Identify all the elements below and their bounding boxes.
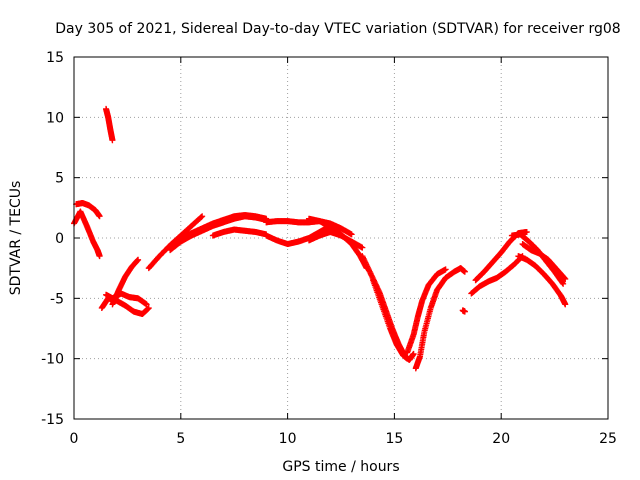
series-sat-t: [468, 253, 526, 297]
data-point: [143, 301, 150, 308]
x-axis-label: GPS time / hours: [282, 459, 399, 475]
grid-lines: [74, 57, 608, 419]
x-tick-label: 20: [492, 431, 510, 447]
x-tick-label: 10: [279, 431, 297, 447]
data-point: [359, 244, 366, 251]
series-sat-f: [109, 256, 142, 308]
data-point: [562, 276, 569, 283]
y-tick-label: 15: [46, 50, 64, 66]
series-sat-w: [515, 253, 569, 308]
y-tick-label: 0: [55, 231, 64, 247]
series-sat-q: [404, 266, 449, 356]
series-sat-e: [103, 290, 150, 308]
series-sat-n: [305, 228, 366, 251]
axis-ticks: [73, 56, 609, 420]
y-tick-label: 5: [55, 171, 64, 187]
data-point: [410, 350, 417, 357]
data-point: [442, 266, 449, 273]
series-sat-b: [73, 200, 103, 220]
series-sat-x: [519, 241, 569, 283]
series-sat-a: [71, 208, 103, 260]
series-sat-g: [145, 213, 206, 272]
y-tick-label: 10: [46, 110, 64, 126]
data-point: [199, 213, 206, 220]
data-point: [461, 308, 468, 315]
x-tick-label: 15: [385, 431, 403, 447]
y-tick-labels: -15 -10 -5 0 5 10 15: [41, 50, 64, 428]
y-tick-label: -10: [41, 352, 64, 368]
data-point: [404, 355, 411, 362]
series-sat-c: [103, 105, 116, 144]
data-point: [348, 231, 355, 238]
data-point: [145, 304, 152, 311]
data-point: [560, 280, 567, 287]
y-axis-label: SDTVAR / TECUs: [8, 181, 24, 296]
data-point: [523, 228, 530, 235]
series-sat-i: [177, 212, 270, 241]
data-point: [96, 253, 103, 260]
series-sat-j: [209, 226, 270, 239]
y-tick-label: -15: [41, 412, 64, 428]
series-sat-p: [370, 277, 411, 362]
data-points: [71, 105, 569, 372]
series-sat-d: [98, 295, 152, 318]
data-point: [198, 213, 205, 220]
series-sat-r: [412, 265, 468, 372]
x-tick-label: 5: [176, 431, 185, 447]
chart-title: Day 305 of 2021, Sidereal Day-to-day VTE…: [55, 21, 620, 37]
data-point: [96, 213, 103, 220]
data-point: [562, 301, 569, 308]
x-tick-labels: 0 5 10 15 20 25: [70, 431, 617, 447]
series-sat-s: [459, 307, 468, 315]
x-tick-label: 0: [70, 431, 79, 447]
x-tick-label: 25: [599, 431, 617, 447]
data-point: [461, 268, 468, 275]
data-point: [109, 137, 116, 144]
data-point: [135, 256, 142, 263]
y-tick-label: -5: [50, 291, 64, 307]
